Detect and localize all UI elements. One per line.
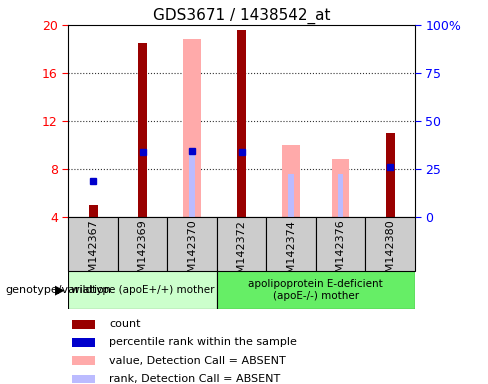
Text: GSM142367: GSM142367 [88,220,98,287]
FancyBboxPatch shape [68,217,118,271]
Bar [89,205,98,217]
Text: GSM142369: GSM142369 [138,220,147,287]
Bar [138,43,147,217]
Text: GSM142380: GSM142380 [385,220,395,287]
Title: GDS3671 / 1438542_at: GDS3671 / 1438542_at [153,7,330,23]
FancyBboxPatch shape [118,217,167,271]
FancyBboxPatch shape [366,217,415,271]
Bar [332,159,349,217]
Bar [288,174,294,217]
Text: GSM142370: GSM142370 [187,220,197,287]
Bar [189,151,195,217]
FancyBboxPatch shape [167,217,217,271]
Bar [68,271,217,309]
Text: genotype/variation: genotype/variation [5,285,111,295]
Text: rank, Detection Call = ABSENT: rank, Detection Call = ABSENT [109,374,281,384]
Text: GSM142376: GSM142376 [336,220,346,287]
Bar [217,271,415,309]
Text: wildtype (apoE+/+) mother: wildtype (apoE+/+) mother [71,285,214,295]
Bar [72,338,95,347]
Text: GSM142372: GSM142372 [237,220,246,288]
FancyBboxPatch shape [316,217,366,271]
Bar [72,356,95,365]
Bar [72,320,95,329]
Bar [386,133,394,217]
Bar [72,374,95,383]
Bar [338,174,343,217]
Text: count: count [109,319,141,329]
Bar [237,30,246,217]
Text: apolipoprotein E-deficient
(apoE-/-) mother: apolipoprotein E-deficient (apoE-/-) mot… [248,279,383,301]
Bar [283,145,300,217]
FancyBboxPatch shape [217,217,266,271]
Text: ▶: ▶ [55,283,65,296]
Text: percentile rank within the sample: percentile rank within the sample [109,338,297,348]
Text: value, Detection Call = ABSENT: value, Detection Call = ABSENT [109,356,286,366]
Text: GSM142374: GSM142374 [286,220,296,288]
Bar [183,40,201,217]
FancyBboxPatch shape [266,217,316,271]
